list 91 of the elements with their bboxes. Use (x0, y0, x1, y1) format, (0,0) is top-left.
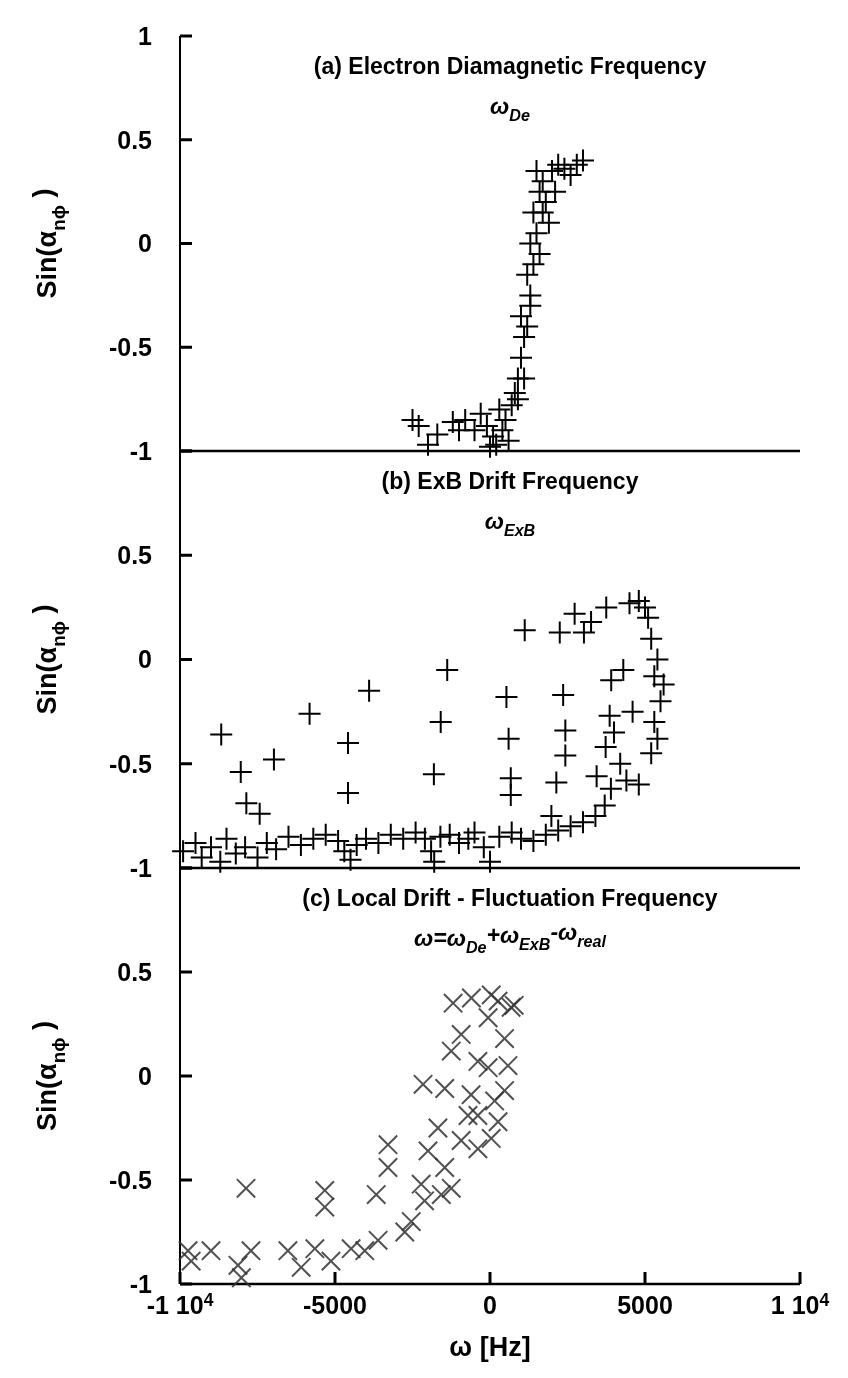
text: ω=ω$_{De}$+ω$_{ExB}$-ω$_{real}$ (414, 918, 607, 957)
point (414, 1190, 435, 1211)
point (531, 201, 554, 224)
point (510, 346, 532, 369)
point (228, 1255, 248, 1276)
point (321, 1251, 341, 1272)
text: (c) Local Drift - Fluctuation Frequency (302, 885, 718, 911)
point (513, 367, 536, 390)
point (417, 433, 439, 456)
point (181, 1251, 202, 1272)
point (481, 1128, 502, 1149)
point (461, 988, 482, 1008)
point (461, 1084, 481, 1105)
point (441, 410, 464, 433)
point (531, 170, 554, 193)
y-tick-label: 0.5 (117, 541, 153, 569)
point (441, 1041, 462, 1061)
point (537, 211, 560, 234)
text: (b) ExB Drift Frequency (381, 468, 639, 494)
point (522, 253, 545, 276)
y-tick-label: -0.5 (108, 333, 153, 361)
text: ω$_{ExB}$ (484, 508, 536, 540)
point (494, 1028, 515, 1049)
point (559, 164, 582, 187)
y-tick-label: 1 (138, 21, 153, 50)
point (565, 153, 588, 176)
point (241, 1240, 261, 1261)
point (494, 408, 517, 431)
point (401, 408, 424, 431)
point (497, 429, 520, 452)
point (503, 381, 526, 404)
point (418, 1140, 438, 1161)
point (494, 1080, 515, 1101)
point (428, 1118, 448, 1138)
point (413, 1074, 433, 1095)
point (178, 1240, 198, 1261)
x-axis-title: ω [Hz] (449, 1332, 531, 1362)
point (488, 398, 511, 421)
point (407, 415, 430, 438)
point (506, 388, 529, 411)
point (236, 1178, 256, 1199)
point (544, 180, 567, 203)
point (479, 435, 501, 458)
point (525, 222, 548, 245)
point (314, 1180, 335, 1201)
y-tick-label: -0.5 (108, 1165, 153, 1194)
point (366, 1184, 387, 1205)
y-tick-label: 0 (138, 1061, 152, 1090)
point (500, 394, 523, 417)
y-tick-label: 0 (138, 645, 152, 674)
point (231, 1267, 252, 1288)
x-tick-label: -5000 (303, 1291, 367, 1319)
point (519, 294, 542, 317)
point (516, 315, 539, 338)
x-tick-label: 1 10$^{4}$ (770, 1290, 830, 1319)
point (431, 1184, 452, 1205)
y-tick-label: 0 (138, 229, 152, 258)
y-tick-label: -1 (129, 853, 153, 882)
point (451, 1130, 472, 1151)
y-tick-label: -0.5 (108, 749, 153, 778)
point (443, 993, 464, 1014)
text: ω$_{De}$ (490, 93, 530, 125)
point (394, 1222, 415, 1242)
x-tick-label: 5000 (617, 1291, 673, 1319)
point (434, 1078, 455, 1099)
point (426, 423, 449, 446)
point (368, 1230, 388, 1251)
point (434, 1157, 455, 1178)
y-tick-label: -1 (129, 436, 153, 465)
point (469, 402, 492, 425)
point (528, 242, 551, 265)
point (488, 1111, 508, 1132)
point (553, 157, 576, 180)
point (572, 149, 594, 172)
point (475, 415, 498, 438)
point (401, 1211, 422, 1232)
point (378, 1134, 398, 1155)
x-tick-label: 0 (483, 1291, 497, 1319)
point (201, 1240, 221, 1261)
point (481, 984, 502, 1005)
text: (a) Electron Diamagnetic Frequency (313, 53, 707, 79)
point (411, 1174, 432, 1195)
y-tick-label: 0.5 (117, 125, 153, 154)
point (513, 325, 536, 348)
point (468, 1138, 488, 1159)
point (277, 1240, 298, 1261)
point (516, 263, 539, 286)
point (485, 433, 508, 456)
y-tick-label: 0.5 (117, 957, 153, 986)
point (478, 1007, 499, 1028)
point (314, 1197, 335, 1217)
